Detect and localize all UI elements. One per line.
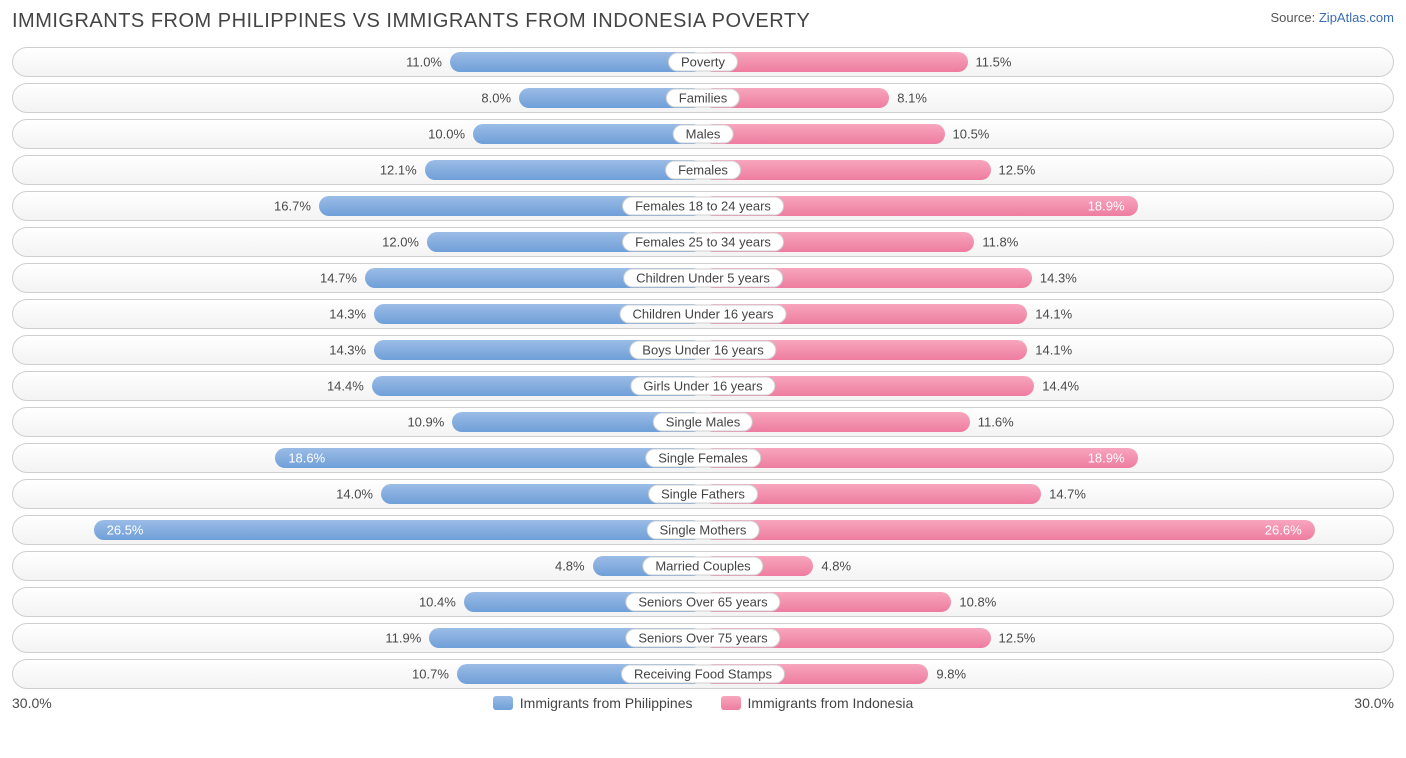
category-label: Single Males [653,413,753,432]
category-label: Children Under 5 years [623,269,783,288]
bar-left [275,448,703,468]
legend-swatch-left [493,696,513,710]
chart-row: 4.8% 4.8% Married Couples [12,551,1394,581]
value-label-right: 14.7% [1049,487,1086,502]
value-label-right: 14.4% [1042,379,1079,394]
value-label-right: 14.3% [1040,271,1077,286]
chart-title: IMMIGRANTS FROM PHILIPPINES VS IMMIGRANT… [12,10,810,33]
value-label-left: 14.7% [320,271,357,286]
category-label: Girls Under 16 years [630,377,775,396]
category-label: Females 25 to 34 years [622,233,784,252]
value-label-left: 11.9% [385,631,421,646]
chart-source: Source: ZipAtlas.com [1270,10,1394,25]
bar-left [425,160,703,180]
value-label-left: 14.3% [329,343,366,358]
chart-row: 14.3% 14.1% Children Under 16 years [12,299,1394,329]
category-label: Females 18 to 24 years [622,197,784,216]
value-label-right: 10.8% [959,595,996,610]
value-label-right: 8.1% [897,91,927,106]
bar-right [703,124,945,144]
chart-row: 8.0% 8.1% Families [12,83,1394,113]
value-label-left: 18.6% [288,451,325,466]
chart-area: 11.0%11.5%Poverty8.0%8.1%Families10.0%10… [12,47,1394,689]
value-label-right: 12.5% [999,631,1036,646]
bar-left [450,52,703,72]
category-label: Children Under 16 years [620,305,787,324]
legend-item-right: Immigrants from Indonesia [721,695,914,711]
value-label-left: 10.7% [412,667,449,682]
bar-right [703,160,991,180]
value-label-right: 4.8% [821,559,851,574]
value-label-left: 26.5% [107,523,144,538]
category-label: Poverty [668,53,738,72]
category-label: Single Fathers [648,485,758,504]
chart-row: 14.0% 14.7% Single Fathers [12,479,1394,509]
chart-row: 26.5% 26.6% Single Mothers [12,515,1394,545]
value-label-right: 18.9% [1088,451,1125,466]
value-label-right: 9.8% [936,667,966,682]
chart-header: IMMIGRANTS FROM PHILIPPINES VS IMMIGRANT… [12,10,1394,33]
value-label-left: 14.0% [336,487,373,502]
value-label-left: 10.0% [428,127,465,142]
value-label-left: 10.9% [407,415,444,430]
category-label: Receiving Food Stamps [621,665,785,684]
value-label-left: 10.4% [419,595,456,610]
category-label: Families [666,89,740,108]
value-label-right: 11.6% [978,415,1014,430]
bar-left [94,520,704,540]
category-label: Married Couples [642,557,763,576]
chart-row: 10.4% 10.8% Seniors Over 65 years [12,587,1394,617]
value-label-right: 26.6% [1265,523,1302,538]
value-label-left: 12.0% [382,235,419,250]
source-link[interactable]: ZipAtlas.com [1319,10,1394,25]
value-label-right: 11.8% [982,235,1018,250]
value-label-right: 11.5% [976,55,1012,70]
chart-row: 12.1% 12.5% Females [12,155,1394,185]
value-label-left: 14.4% [327,379,364,394]
value-label-left: 11.0% [406,55,442,70]
value-label-left: 14.3% [329,307,366,322]
bar-left [473,124,703,144]
category-label: Males [673,125,734,144]
value-label-left: 4.8% [555,559,585,574]
value-label-right: 18.9% [1088,199,1125,214]
value-label-left: 12.1% [380,163,417,178]
legend: Immigrants from Philippines Immigrants f… [493,695,913,711]
chart-row: 14.4% 14.4% Girls Under 16 years [12,371,1394,401]
value-label-right: 14.1% [1035,343,1072,358]
axis-left-max: 30.0% [12,695,52,711]
value-label-left: 8.0% [481,91,511,106]
chart-row: 11.9% 12.5% Seniors Over 75 years [12,623,1394,653]
axis-right-max: 30.0% [1354,695,1394,711]
category-label: Single Females [645,449,761,468]
bar-right [703,448,1138,468]
value-label-right: 14.1% [1035,307,1072,322]
value-label-right: 12.5% [999,163,1036,178]
chart-row: 10.0% 10.5% Males [12,119,1394,149]
chart-row: 11.0% 11.5% Poverty [12,47,1394,77]
chart-row: 18.6% 18.9% Single Females [12,443,1394,473]
chart-row: 10.7% 9.8% Receiving Food Stamps [12,659,1394,689]
value-label-right: 10.5% [953,127,990,142]
legend-label-right: Immigrants from Indonesia [748,695,914,711]
category-label: Seniors Over 65 years [625,593,780,612]
category-label: Seniors Over 75 years [625,629,780,648]
source-label: Source: [1270,10,1318,25]
chart-row: 14.7% 14.3% Children Under 5 years [12,263,1394,293]
chart-row: 14.3% 14.1% Boys Under 16 years [12,335,1394,365]
bar-right [703,520,1315,540]
legend-swatch-right [721,696,741,710]
value-label-left: 16.7% [274,199,311,214]
category-label: Boys Under 16 years [629,341,776,360]
legend-item-left: Immigrants from Philippines [493,695,693,711]
category-label: Single Mothers [647,521,760,540]
legend-label-left: Immigrants from Philippines [520,695,693,711]
bar-right [703,52,968,72]
chart-row: 10.9% 11.6% Single Males [12,407,1394,437]
chart-row: 12.0% 11.8% Females 25 to 34 years [12,227,1394,257]
category-label: Females [665,161,741,180]
chart-row: 16.7% 18.9% Females 18 to 24 years [12,191,1394,221]
axis-legend-row: 30.0% Immigrants from Philippines Immigr… [12,695,1394,711]
